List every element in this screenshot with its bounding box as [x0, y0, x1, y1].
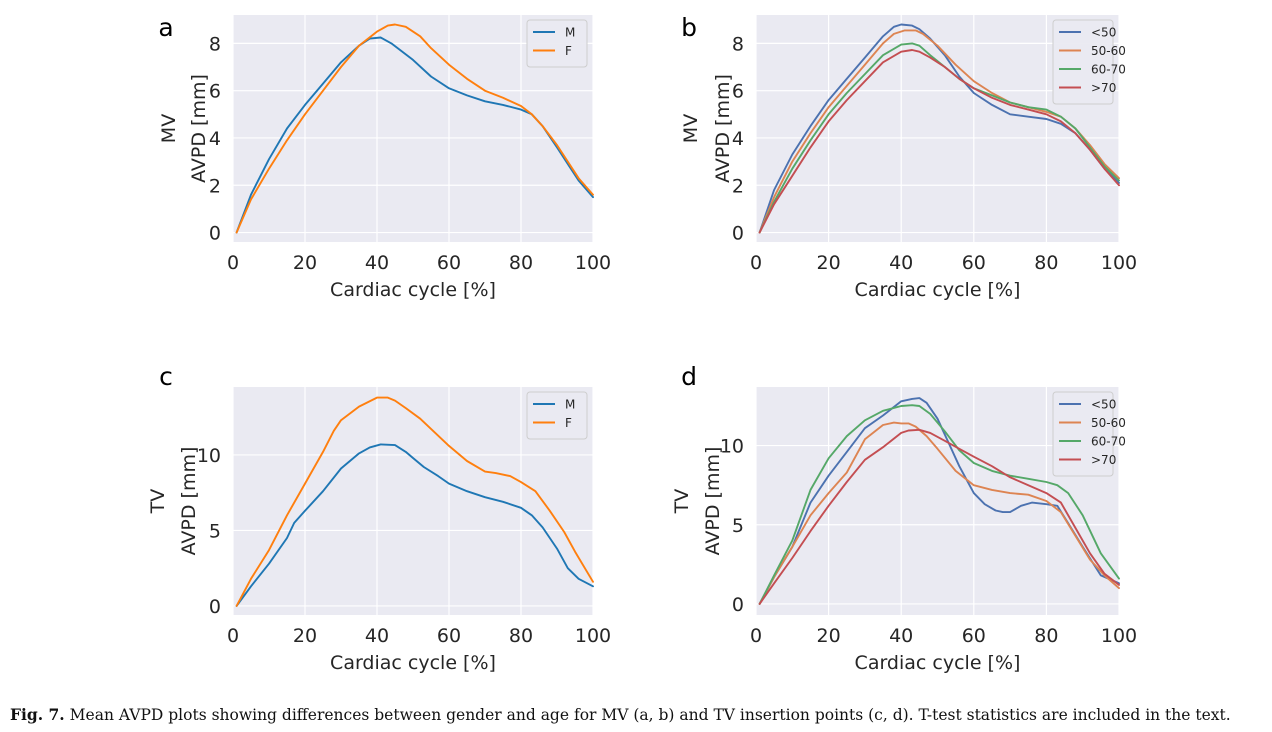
x-tick-label: 20 [817, 252, 841, 274]
y-tick-label: 0 [209, 596, 221, 618]
caption-label: Fig. 7. [10, 705, 65, 724]
legend-entry: >70 [1091, 453, 1116, 467]
legend-entry: 50-60 [1091, 416, 1126, 430]
x-tick-label: 20 [817, 625, 841, 647]
x-axis-label: Cardiac cycle [%] [330, 652, 496, 674]
x-tick-label: 60 [437, 252, 461, 274]
legend: MF [526, 19, 588, 68]
legend-entry: >70 [1091, 81, 1116, 95]
chart-panel-d: 0 20 40 60 80 100 0 5 10 Cardiac cycle [%] TV AVPD … [671, 362, 1137, 674]
y-tick-label: 6 [732, 81, 744, 103]
x-tick-label: 40 [889, 625, 913, 647]
x-tick-label: 100 [1101, 625, 1137, 647]
y-tick-label: 10 [197, 445, 221, 467]
panel-letter: c [159, 362, 173, 391]
legend-box [1052, 19, 1114, 105]
panel-letter: a [158, 13, 173, 42]
x-tick-label: 80 [1034, 252, 1058, 274]
x-axis-label: Cardiac cycle [%] [855, 652, 1021, 674]
y-axis-label: AVPD [mm] [188, 74, 210, 183]
series-line [758, 404, 1120, 605]
y-tick-label: 5 [732, 515, 744, 537]
x-tick-label: 60 [437, 625, 461, 647]
legend-box [526, 391, 588, 440]
x-tick-label: 0 [227, 252, 239, 274]
x-tick-label: 40 [365, 252, 389, 274]
x-axis-label: Cardiac cycle [%] [330, 279, 496, 301]
x-tick-label: 100 [1101, 252, 1137, 274]
series-line [235, 443, 594, 607]
y-tick-label: 8 [209, 33, 221, 55]
x-tick-label: 60 [962, 625, 986, 647]
y-axis-label: AVPD [mm] [178, 447, 200, 556]
x-tick-label: 100 [575, 252, 611, 274]
y-axis-label: AVPD [mm] [712, 74, 734, 183]
legend-entry: F [565, 416, 572, 430]
legend-box [526, 19, 588, 68]
y-tick-label: 8 [732, 33, 744, 55]
y-tick-label: 6 [209, 81, 221, 103]
legend: <50 50-60 60-70 >70 [1052, 19, 1126, 105]
x-tick-label: 20 [293, 252, 317, 274]
y-axis-prefix-label: MV [158, 114, 180, 143]
y-axis-prefix-label: MV [680, 114, 702, 143]
x-tick-label: 40 [889, 252, 913, 274]
chart-panel-b: 0 20 40 60 80 100 0 2 4 6 8 Cardiac cycle [%] MV AVPD… [680, 13, 1137, 301]
series-line [758, 42, 1120, 234]
x-tick-label: 0 [227, 625, 239, 647]
y-tick-label: 5 [209, 520, 221, 542]
x-axis-label: Cardiac cycle [%] [855, 279, 1021, 301]
x-tick-label: 80 [509, 625, 533, 647]
y-axis-prefix-label: TV [671, 489, 693, 515]
chart-panel-a: 0 20 40 60 80 100 0 2 4 6 8 Cardiac cycle [%] MV AVPD… [158, 13, 611, 301]
legend: MF [526, 391, 588, 440]
x-tick-label: 60 [962, 252, 986, 274]
y-tick-label: 2 [209, 175, 221, 197]
y-tick-label: 0 [209, 223, 221, 245]
series-line [758, 428, 1120, 605]
panel-letter: b [681, 13, 697, 42]
x-tick-label: 0 [750, 625, 762, 647]
y-tick-label: 4 [732, 128, 744, 150]
caption-text: Mean AVPD plots showing differences betw… [69, 706, 1231, 724]
y-tick-label: 4 [209, 128, 221, 150]
chart-panel-c: 0 20 40 60 80 100 0 5 10 Cardiac cycle [%] TV AVPD … [147, 362, 611, 674]
x-tick-label: 40 [365, 625, 389, 647]
y-axis-label: AVPD [mm] [702, 447, 724, 556]
x-tick-label: 0 [750, 252, 762, 274]
x-tick-label: 80 [509, 252, 533, 274]
legend-entry: 60-70 [1091, 435, 1126, 449]
x-tick-label: 100 [575, 625, 611, 647]
series-line [758, 421, 1120, 605]
legend-entry: <50 [1091, 398, 1116, 412]
legend-entry: F [565, 44, 572, 58]
panel-letter: d [681, 362, 697, 391]
y-tick-label: 2 [732, 175, 744, 197]
y-axis-prefix-label: TV [147, 489, 169, 515]
x-tick-label: 20 [293, 625, 317, 647]
legend-entry: 50-60 [1091, 44, 1126, 58]
figure-caption: Fig. 7. Mean AVPD plots showing differen… [10, 705, 1272, 724]
legend-entry: 60-70 [1091, 63, 1126, 77]
y-tick-label: 0 [732, 223, 744, 245]
legend-box [1052, 391, 1114, 477]
y-tick-label: 0 [732, 594, 744, 616]
y-tick-label: 10 [720, 436, 744, 458]
series-line [758, 49, 1120, 234]
series-line [235, 23, 594, 234]
legend: <50 50-60 60-70 >70 [1052, 391, 1126, 477]
x-tick-label: 80 [1034, 625, 1058, 647]
legend-entry: <50 [1091, 26, 1116, 40]
legend-entry: M [565, 398, 575, 412]
legend-entry: M [565, 26, 575, 40]
series-line [235, 396, 594, 607]
